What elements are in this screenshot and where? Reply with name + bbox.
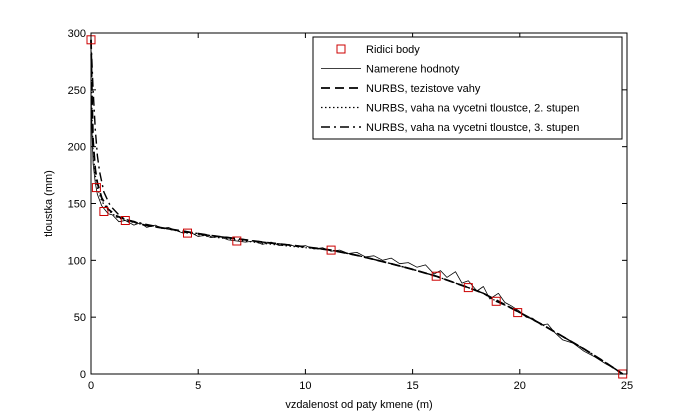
control-point-marker	[232, 236, 242, 246]
control-point-marker	[463, 283, 473, 293]
control-point-marker	[491, 296, 501, 306]
series-layer	[86, 35, 628, 379]
x-tick-label: 0	[88, 380, 94, 392]
x-tick-label: 15	[406, 380, 418, 392]
y-tick-label: 50	[74, 312, 86, 324]
legend: Ridici body Namerene hodnoty NURBS, tezist…	[312, 36, 623, 140]
legend-entry-label: NURBS, tezistove vahy	[366, 83, 481, 95]
legend-entry-label: Namerene hodnoty	[366, 64, 460, 76]
legend-box	[312, 36, 623, 140]
x-tick-label: 5	[195, 380, 201, 392]
control-point-marker	[326, 245, 336, 255]
control-point-marker	[513, 308, 523, 318]
y-tick-label: 250	[68, 85, 86, 97]
y-axis-label: tloustka (mm)	[43, 170, 55, 237]
series-line-2	[90, 39, 624, 375]
legend-entry-label: NURBS, vaha na vycetni tloustce, 2. stup…	[366, 103, 579, 115]
control-point-marker	[183, 228, 192, 238]
x-axis-label: vzdalenost od paty kmene (m)	[285, 399, 432, 411]
legend-entry-label: Ridici body	[366, 44, 420, 56]
legend-entry-label: NURBS, vaha na vycetni tloustce, 3. stup…	[366, 122, 579, 134]
control-point-marker	[431, 271, 441, 281]
x-tick-label: 20	[514, 380, 526, 392]
y-tick-label: 200	[68, 142, 86, 154]
series-line-3	[90, 39, 624, 375]
y-tick-label: 100	[68, 255, 86, 267]
y-tick-label: 0	[80, 369, 86, 381]
x-tick-label: 10	[299, 380, 311, 392]
legend-swatch-marker	[336, 44, 346, 54]
x-tick-label: 25	[621, 380, 633, 392]
control-point-marker	[120, 216, 130, 225]
y-tick-label: 150	[68, 199, 86, 211]
y-tick-label: 300	[68, 28, 86, 40]
control-point-marker	[99, 207, 109, 216]
control-point-marker	[91, 183, 101, 193]
series-line-4	[90, 39, 624, 375]
